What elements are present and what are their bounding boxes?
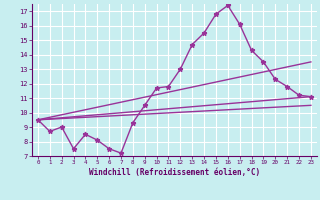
- X-axis label: Windchill (Refroidissement éolien,°C): Windchill (Refroidissement éolien,°C): [89, 168, 260, 177]
